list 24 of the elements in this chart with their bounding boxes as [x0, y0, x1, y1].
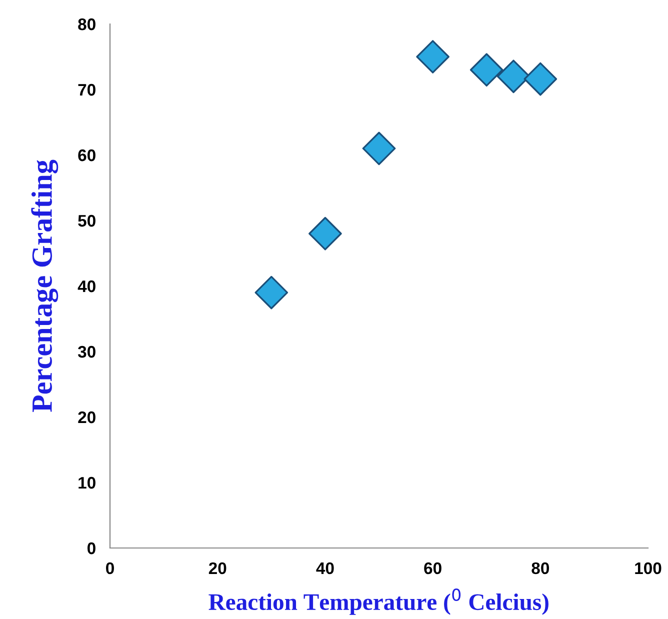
x-axis-title: Reaction Temperature ($^{0}$ Celcius) [208, 588, 548, 615]
point [496, 60, 530, 94]
point [362, 132, 396, 166]
point [524, 62, 558, 96]
y-axis-title: Percentage Grafting [31, 160, 58, 412]
y-tick-label: 40 [78, 280, 96, 292]
x-tick-label: 100 [635, 562, 662, 574]
point [470, 53, 504, 87]
y-tick-label: 60 [78, 149, 96, 162]
x-tick-label: 20 [208, 562, 226, 574]
y-tick-label: 30 [78, 346, 96, 358]
y-tick-label: 70 [78, 84, 96, 96]
x-tick-label: 60 [424, 562, 442, 574]
y-tick-label: 10 [78, 476, 96, 489]
y-tick-label: 0 [88, 542, 96, 554]
point [416, 40, 450, 74]
x-tick-label: 40 [316, 562, 334, 574]
point [254, 276, 288, 310]
x-tick-label: 0 [106, 562, 114, 574]
point [308, 216, 342, 250]
y-tick-label: 80 [78, 18, 96, 30]
x-tick-label: 80 [532, 562, 549, 574]
y-tick-label: 20 [78, 411, 96, 424]
y-tick-label: 50 [78, 214, 96, 227]
